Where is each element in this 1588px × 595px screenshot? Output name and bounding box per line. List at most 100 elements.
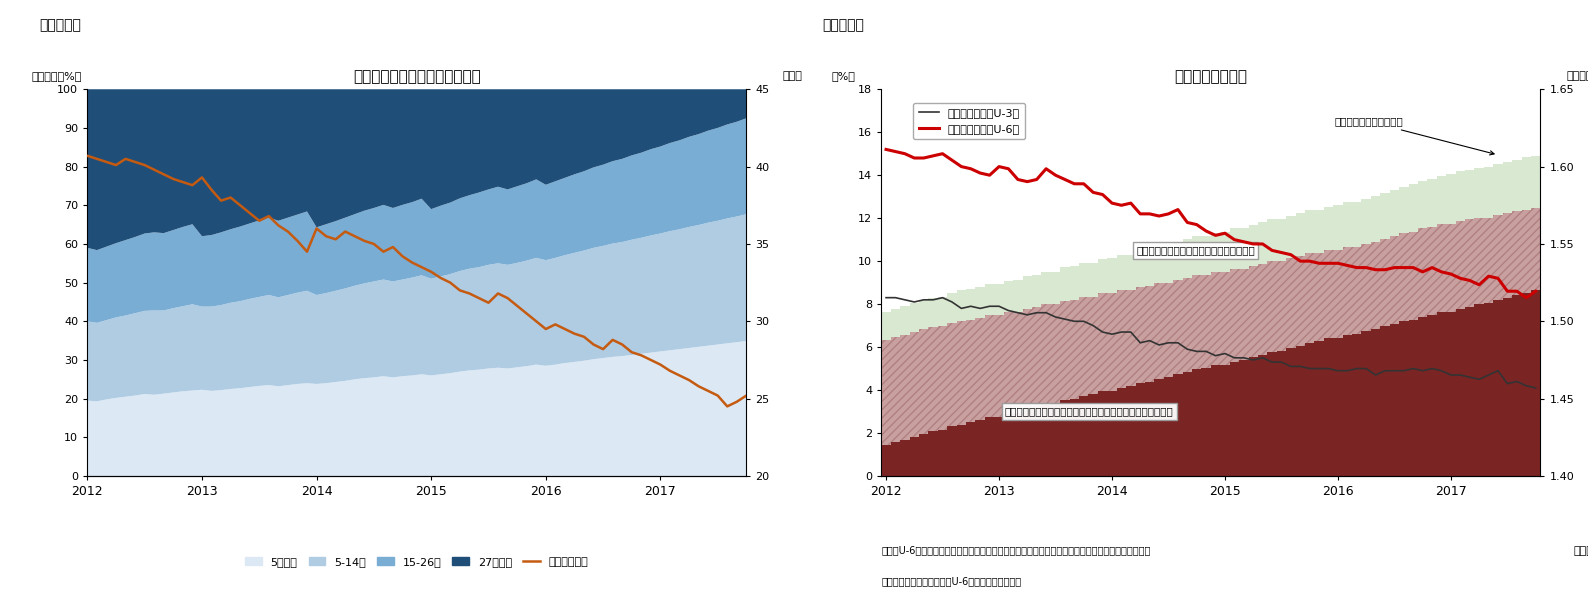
Bar	[1004, 312, 1013, 414]
Bar	[1370, 242, 1380, 329]
Bar	[881, 340, 891, 445]
Bar	[946, 323, 956, 427]
Bar	[1531, 290, 1540, 476]
Bar	[985, 417, 994, 476]
Bar	[1390, 236, 1399, 324]
Bar	[1531, 156, 1540, 208]
Bar	[1324, 250, 1334, 339]
Bar	[1013, 280, 1023, 312]
Bar	[1343, 202, 1351, 247]
Bar	[1361, 199, 1370, 244]
Bar	[1051, 403, 1061, 476]
Legend: 5週未満, 5-14週, 15-26週, 27週以上, 平均（右軸）: 5週未満, 5-14週, 15-26週, 27週以上, 平均（右軸）	[241, 552, 592, 571]
Bar	[1061, 400, 1070, 476]
Bar	[929, 327, 939, 431]
Bar	[1126, 255, 1135, 290]
Bar	[1193, 369, 1202, 476]
Bar	[1296, 256, 1305, 346]
Bar	[1202, 275, 1210, 368]
Bar	[1437, 176, 1447, 224]
Bar	[1296, 213, 1305, 256]
Bar	[939, 296, 946, 326]
Bar	[1361, 331, 1370, 476]
Bar	[1493, 164, 1502, 215]
Bar	[1202, 236, 1210, 275]
Bar	[1116, 290, 1126, 388]
Bar	[1277, 219, 1286, 261]
Bar	[1418, 180, 1428, 228]
Bar	[1042, 304, 1051, 405]
Bar	[1080, 396, 1088, 476]
Bar	[1154, 283, 1164, 378]
Bar	[1380, 326, 1390, 476]
Bar	[881, 445, 891, 476]
Bar	[1370, 329, 1380, 476]
Bar	[1239, 228, 1248, 269]
Bar	[1164, 283, 1174, 377]
Bar	[1428, 227, 1437, 315]
Text: （%）: （%）	[832, 71, 856, 82]
Text: （億人）: （億人）	[1567, 71, 1588, 82]
Bar	[1502, 298, 1512, 476]
Bar	[1080, 262, 1088, 296]
Bar	[1390, 324, 1399, 476]
Bar	[1126, 290, 1135, 386]
Bar	[1324, 207, 1334, 250]
Bar	[1474, 168, 1483, 218]
Bar	[1521, 293, 1531, 476]
Bar	[919, 329, 929, 434]
Bar	[891, 442, 900, 476]
Bar	[1305, 253, 1315, 343]
Bar	[1447, 224, 1456, 312]
Bar	[891, 337, 900, 442]
Bar	[1107, 391, 1116, 476]
Bar	[1042, 272, 1051, 304]
Bar	[1512, 295, 1521, 476]
Text: （図表７）: （図表７）	[40, 18, 81, 32]
Bar	[1032, 408, 1042, 476]
Bar	[910, 437, 919, 476]
Bar	[910, 332, 919, 437]
Bar	[1351, 202, 1361, 247]
Bar	[1305, 210, 1315, 253]
Bar	[891, 309, 900, 337]
Bar	[1286, 258, 1296, 347]
Bar	[1483, 167, 1493, 218]
Bar	[1080, 296, 1088, 396]
Bar	[1258, 223, 1267, 264]
Bar	[1512, 161, 1521, 211]
Text: （シェア、%）: （シェア、%）	[32, 71, 81, 82]
Bar	[1097, 259, 1107, 293]
Bar	[1305, 343, 1315, 476]
Bar	[1013, 412, 1023, 476]
Bar	[1229, 362, 1239, 476]
Bar	[1023, 309, 1032, 409]
Bar	[1428, 315, 1437, 476]
Bar	[1088, 296, 1097, 394]
Bar	[1088, 262, 1097, 296]
Bar	[1229, 228, 1239, 269]
Bar	[1493, 215, 1502, 300]
Bar	[1088, 394, 1097, 476]
Bar	[1202, 368, 1210, 476]
Text: 周辺労働力は失業率（U-6）より逆算して推計: 周辺労働力は失業率（U-6）より逆算して推計	[881, 577, 1021, 587]
Bar	[966, 320, 975, 422]
Bar	[1334, 250, 1343, 339]
Bar	[1145, 286, 1154, 381]
Bar	[881, 312, 891, 340]
Bar	[1248, 357, 1258, 476]
Bar	[1512, 211, 1521, 295]
Bar	[1258, 355, 1267, 476]
Bar	[1267, 219, 1277, 261]
Bar	[919, 434, 929, 476]
Text: （図表８）: （図表８）	[823, 18, 864, 32]
Bar	[1456, 171, 1466, 221]
Bar	[985, 315, 994, 417]
Bar	[1315, 253, 1324, 342]
Bar	[1466, 308, 1474, 476]
Bar	[1220, 365, 1229, 476]
Bar	[1502, 162, 1512, 213]
Bar	[1456, 309, 1466, 476]
Bar	[1409, 320, 1418, 476]
Bar	[956, 321, 966, 425]
